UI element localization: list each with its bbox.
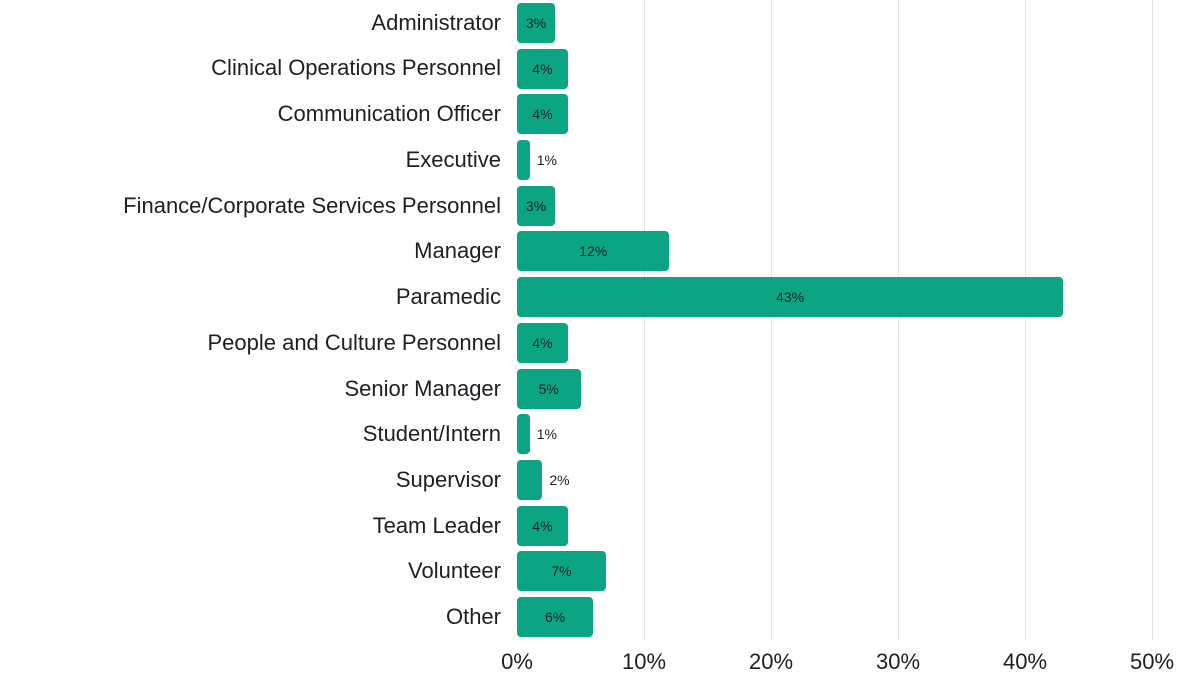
chart-row: Volunteer 7% bbox=[0, 549, 1203, 595]
category-label: Volunteer bbox=[408, 558, 501, 584]
category-label: Clinical Operations Personnel bbox=[211, 55, 501, 81]
category-label: Finance/Corporate Services Personnel bbox=[123, 192, 501, 218]
bar-track: 5% bbox=[517, 366, 1203, 412]
category-label: Team Leader bbox=[372, 512, 501, 538]
bar-value-label: 6% bbox=[544, 609, 566, 626]
bar-track: 3% bbox=[517, 0, 1203, 46]
bar[interactable]: 4% bbox=[517, 48, 568, 89]
bar-track: 4% bbox=[517, 91, 1203, 137]
bar[interactable] bbox=[517, 414, 530, 455]
bar-track: 2% bbox=[517, 457, 1203, 503]
bar[interactable]: 4% bbox=[517, 505, 568, 546]
x-axis-tick-label: 40% bbox=[1002, 649, 1048, 674]
x-axis-tick-label: 30% bbox=[875, 649, 921, 674]
bar[interactable]: 43% bbox=[517, 277, 1064, 318]
bar-value-label: 2% bbox=[549, 472, 570, 489]
gridline bbox=[1025, 0, 1026, 640]
category-label: Paramedic bbox=[395, 284, 501, 310]
category-label: Manager bbox=[414, 238, 501, 264]
bar[interactable]: 7% bbox=[517, 551, 606, 592]
x-axis: 0% 10% 20% 30% 40% 50% bbox=[501, 640, 1203, 690]
bar[interactable]: 12% bbox=[517, 231, 670, 272]
bar-track: 1% bbox=[517, 411, 1203, 457]
bar-track: 12% bbox=[517, 229, 1203, 275]
chart-row: Manager 12% bbox=[0, 229, 1203, 275]
bar-track: 1% bbox=[517, 137, 1203, 183]
bar-track: 7% bbox=[517, 549, 1203, 595]
chart-rows: Administrator 3% Clinical Operations Perso… bbox=[0, 0, 1203, 640]
bar[interactable]: 3% bbox=[517, 185, 556, 226]
chart-row: Clinical Operations Personnel 4% bbox=[0, 46, 1203, 92]
x-axis-tick-label: 20% bbox=[748, 649, 794, 674]
category-label: Senior Manager bbox=[344, 375, 501, 401]
bar-track: 6% bbox=[517, 594, 1203, 640]
bar[interactable]: 4% bbox=[517, 322, 568, 363]
bar-track: 4% bbox=[517, 320, 1203, 366]
bar-value-label: 4% bbox=[532, 60, 553, 77]
chart-row: Supervisor 2% bbox=[0, 457, 1203, 503]
bar[interactable] bbox=[517, 460, 543, 501]
bar-value-label: 1% bbox=[536, 426, 557, 443]
gridline bbox=[1152, 0, 1153, 640]
category-label: Student/Intern bbox=[362, 421, 501, 447]
chart-row: Communication Officer 4% bbox=[0, 91, 1203, 137]
bar-value-label: 12% bbox=[579, 243, 608, 260]
chart-row: Paramedic 43% bbox=[0, 274, 1203, 320]
bar-value-label: 1% bbox=[536, 152, 557, 169]
chart-row: Finance/Corporate Services Personnel 3% bbox=[0, 183, 1203, 229]
chart-row: Student/Intern 1% bbox=[0, 411, 1203, 457]
chart-row: Other 6% bbox=[0, 594, 1203, 640]
category-label: Administrator bbox=[371, 9, 501, 35]
x-axis-tick-label: 0% bbox=[501, 649, 533, 674]
category-label: People and Culture Personnel bbox=[207, 329, 501, 355]
category-label: Communication Officer bbox=[277, 101, 501, 127]
chart-row: Team Leader 4% bbox=[0, 503, 1203, 549]
bar-value-label: 43% bbox=[776, 289, 805, 306]
category-label: Other bbox=[445, 604, 501, 630]
chart-row: Senior Manager 5% bbox=[0, 366, 1203, 412]
chart-row: Executive 1% bbox=[0, 137, 1203, 183]
x-axis-tick-label: 10% bbox=[621, 649, 667, 674]
bar-value-label: 3% bbox=[525, 14, 547, 31]
bar-value-label: 7% bbox=[551, 563, 572, 580]
gridline bbox=[771, 0, 772, 640]
bar-track: 3% bbox=[517, 183, 1203, 229]
bar[interactable] bbox=[517, 140, 530, 181]
bar-track: 4% bbox=[517, 46, 1203, 92]
bar-value-label: 4% bbox=[532, 106, 553, 123]
bar[interactable]: 6% bbox=[517, 597, 594, 638]
category-label: Executive bbox=[405, 146, 501, 172]
plot-area: Administrator 3% Clinical Operations Perso… bbox=[0, 0, 1203, 640]
bar[interactable]: 4% bbox=[517, 94, 568, 135]
gridlines-layer bbox=[517, 0, 1203, 640]
bar-value-label: 5% bbox=[538, 380, 559, 397]
x-axis-tick-label: 50% bbox=[1129, 649, 1175, 674]
bar-value-label: 4% bbox=[532, 334, 553, 351]
bar-value-label: 3% bbox=[525, 197, 547, 214]
bar[interactable]: 3% bbox=[517, 2, 556, 43]
chart-row: People and Culture Personnel 4% bbox=[0, 320, 1203, 366]
gridline bbox=[644, 0, 645, 640]
category-label: Supervisor bbox=[395, 466, 501, 492]
bar[interactable]: 5% bbox=[517, 368, 581, 409]
bar-track: 43% bbox=[517, 274, 1203, 320]
gridline bbox=[898, 0, 899, 640]
bar-value-label: 4% bbox=[532, 517, 553, 534]
chart-row: Administrator 3% bbox=[0, 0, 1203, 46]
bar-track: 4% bbox=[517, 503, 1203, 549]
